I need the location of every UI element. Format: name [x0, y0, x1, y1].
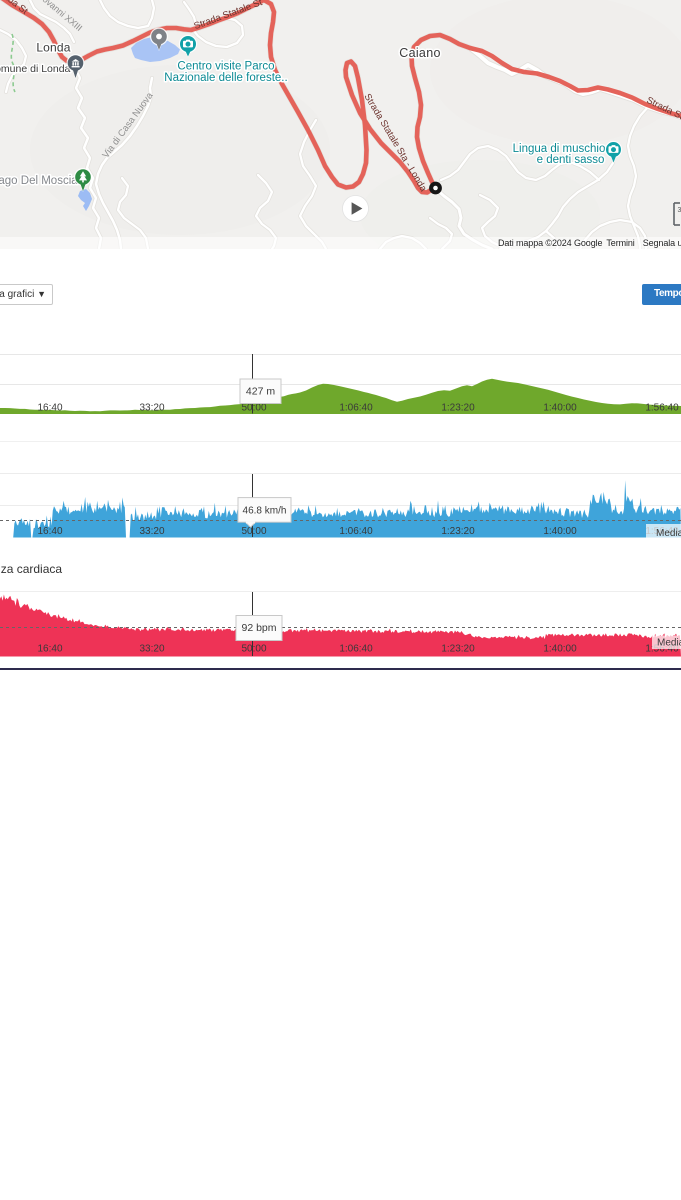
svg-text:3: 3: [678, 207, 681, 214]
svg-text:1:23:20: 1:23:20: [441, 644, 475, 655]
svg-text:Lago Del Moscia: Lago Del Moscia: [0, 175, 78, 187]
svg-text:1:23:20: 1:23:20: [441, 526, 475, 537]
svg-text:Caiano: Caiano: [399, 46, 440, 60]
svg-text:1:06:40: 1:06:40: [339, 644, 373, 655]
svg-text:50:00: 50:00: [241, 526, 266, 537]
svg-text:50:00: 50:00: [241, 403, 266, 414]
svg-text:1:06:40: 1:06:40: [339, 526, 373, 537]
svg-text:Centro visite Parco: Centro visite Parco: [177, 61, 274, 73]
svg-text:1:40:00: 1:40:00: [543, 526, 577, 537]
svg-text:16:40: 16:40: [37, 403, 62, 414]
svg-text:50:00: 50:00: [241, 644, 266, 655]
svg-text:Comune di Londa: Comune di Londa: [0, 63, 71, 75]
svg-text:Strada Statale St: Strada Statale St: [193, 0, 265, 32]
svg-text:Lingua di muschio: Lingua di muschio: [513, 143, 606, 155]
svg-text:33:20: 33:20: [139, 526, 164, 537]
svg-text:92 bpm: 92 bpm: [241, 622, 276, 634]
svg-text:16:40: 16:40: [37, 644, 62, 655]
svg-text:46.8 km/h: 46.8 km/h: [243, 506, 287, 517]
svg-text:Londa: Londa: [36, 41, 70, 55]
svg-text:16:40: 16:40: [37, 526, 62, 537]
svg-text:1:23:20: 1:23:20: [441, 403, 475, 414]
svg-text:33:20: 33:20: [139, 644, 164, 655]
svg-text:1:40:00: 1:40:00: [543, 644, 577, 655]
svg-text:1:56:40: 1:56:40: [645, 403, 679, 414]
svg-text:1:06:40: 1:06:40: [339, 403, 373, 414]
svg-text:1:40:00: 1:40:00: [543, 403, 577, 414]
svg-text:Media:: Media:: [657, 638, 681, 649]
svg-text:427 m: 427 m: [246, 386, 275, 398]
svg-text:e denti sasso: e denti sasso: [537, 154, 605, 166]
svg-text:Media: 2: Media: 2: [656, 528, 681, 539]
svg-text:Nazionale delle foreste..: Nazionale delle foreste..: [164, 72, 287, 84]
svg-text:33:20: 33:20: [139, 403, 164, 414]
